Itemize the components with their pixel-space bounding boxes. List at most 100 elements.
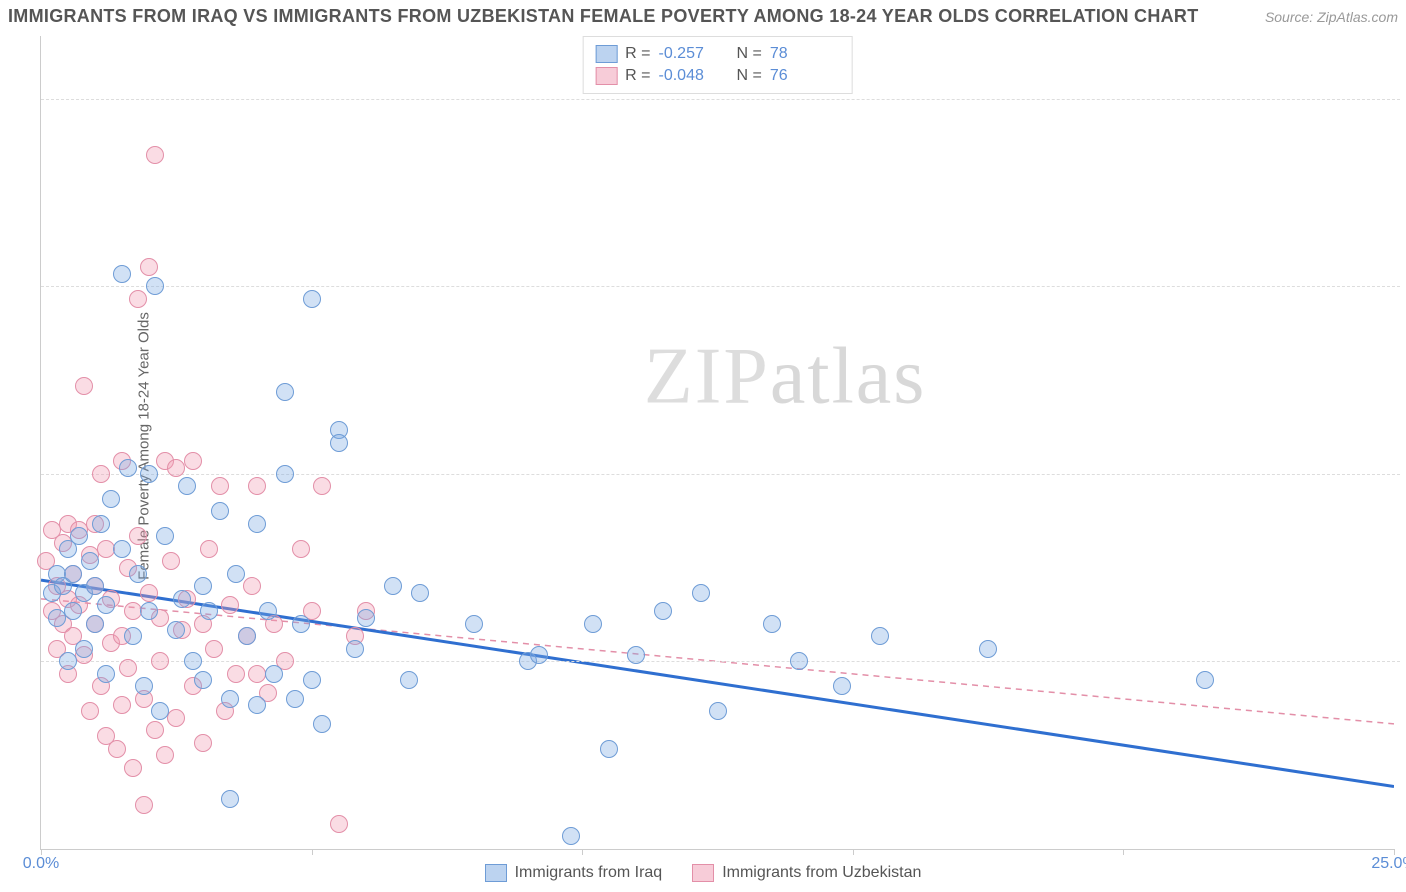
data-point <box>75 640 93 658</box>
data-point <box>64 565 82 583</box>
data-point <box>600 740 618 758</box>
data-point <box>627 646 645 664</box>
data-point <box>146 721 164 739</box>
stat-r-value: -0.257 <box>659 45 729 63</box>
data-point <box>113 696 131 714</box>
data-point <box>135 796 153 814</box>
data-point <box>140 258 158 276</box>
data-point <box>75 377 93 395</box>
stats-legend: R =-0.257N =78R =-0.048N =76 <box>582 36 853 94</box>
data-point <box>135 677 153 695</box>
data-point <box>833 677 851 695</box>
data-point <box>313 477 331 495</box>
series-legend: Immigrants from IraqImmigrants from Uzbe… <box>0 864 1406 882</box>
data-point <box>979 640 997 658</box>
data-point <box>119 659 137 677</box>
data-point <box>129 565 147 583</box>
watermark: ZIPatlas <box>644 332 927 423</box>
stat-n-value: 76 <box>770 67 840 85</box>
data-point <box>124 627 142 645</box>
data-point <box>81 702 99 720</box>
data-point <box>113 265 131 283</box>
data-point <box>238 627 256 645</box>
data-point <box>194 734 212 752</box>
stat-r-value: -0.048 <box>659 67 729 85</box>
data-point <box>59 652 77 670</box>
data-point <box>124 759 142 777</box>
data-point <box>151 652 169 670</box>
data-point <box>562 827 580 845</box>
data-point <box>384 577 402 595</box>
data-point <box>102 490 120 508</box>
gridline-h <box>41 99 1400 100</box>
data-point <box>330 815 348 833</box>
data-point <box>276 383 294 401</box>
legend-swatch <box>595 45 617 63</box>
data-point <box>654 602 672 620</box>
regression-line <box>41 580 1394 786</box>
x-tick-mark <box>582 849 583 855</box>
data-point <box>211 477 229 495</box>
stat-n-label: N = <box>737 67 762 85</box>
watermark-thin: atlas <box>770 333 927 421</box>
data-point <box>346 640 364 658</box>
data-point <box>584 615 602 633</box>
stat-n-label: N = <box>737 45 762 63</box>
data-point <box>276 465 294 483</box>
data-point <box>178 477 196 495</box>
data-point <box>146 277 164 295</box>
data-point <box>162 552 180 570</box>
data-point <box>709 702 727 720</box>
legend-swatch <box>595 67 617 85</box>
data-point <box>92 515 110 533</box>
x-tick-mark <box>853 849 854 855</box>
data-point <box>259 602 277 620</box>
data-point <box>292 615 310 633</box>
data-point <box>64 602 82 620</box>
data-point <box>248 696 266 714</box>
source-label: Source: ZipAtlas.com <box>1265 9 1398 25</box>
data-point <box>465 615 483 633</box>
legend-item: Immigrants from Iraq <box>485 864 663 882</box>
data-point <box>92 465 110 483</box>
data-point <box>227 565 245 583</box>
legend-label: Immigrants from Iraq <box>515 864 663 882</box>
x-tick-mark <box>312 849 313 855</box>
data-point <box>227 665 245 683</box>
data-point <box>248 477 266 495</box>
data-point <box>184 452 202 470</box>
stats-legend-row: R = -0.048 N = 76 <box>595 65 840 87</box>
data-point <box>530 646 548 664</box>
watermark-bold: ZIP <box>644 333 770 421</box>
data-point <box>86 577 104 595</box>
data-point <box>286 690 304 708</box>
data-point <box>248 515 266 533</box>
data-point <box>357 609 375 627</box>
data-point <box>692 584 710 602</box>
data-point <box>129 527 147 545</box>
stat-r-label: R = <box>625 67 650 85</box>
data-point <box>400 671 418 689</box>
data-point <box>211 502 229 520</box>
plot-area: ZIPatlas R =-0.257N =78R =-0.048N =76 15… <box>40 36 1394 850</box>
data-point <box>173 590 191 608</box>
data-point <box>763 615 781 633</box>
data-point <box>313 715 331 733</box>
data-point <box>292 540 310 558</box>
data-point <box>140 584 158 602</box>
data-point <box>167 709 185 727</box>
data-point <box>330 434 348 452</box>
data-point <box>221 790 239 808</box>
x-tick-mark <box>1123 849 1124 855</box>
data-point <box>221 596 239 614</box>
data-point <box>184 652 202 670</box>
data-point <box>97 596 115 614</box>
stats-legend-row: R =-0.257N =78 <box>595 43 840 65</box>
legend-swatch <box>485 864 507 882</box>
chart-title: IMMIGRANTS FROM IRAQ VS IMMIGRANTS FROM … <box>8 6 1199 27</box>
data-point <box>113 540 131 558</box>
data-point <box>303 290 321 308</box>
data-point <box>86 615 104 633</box>
data-point <box>81 552 99 570</box>
data-point <box>194 671 212 689</box>
